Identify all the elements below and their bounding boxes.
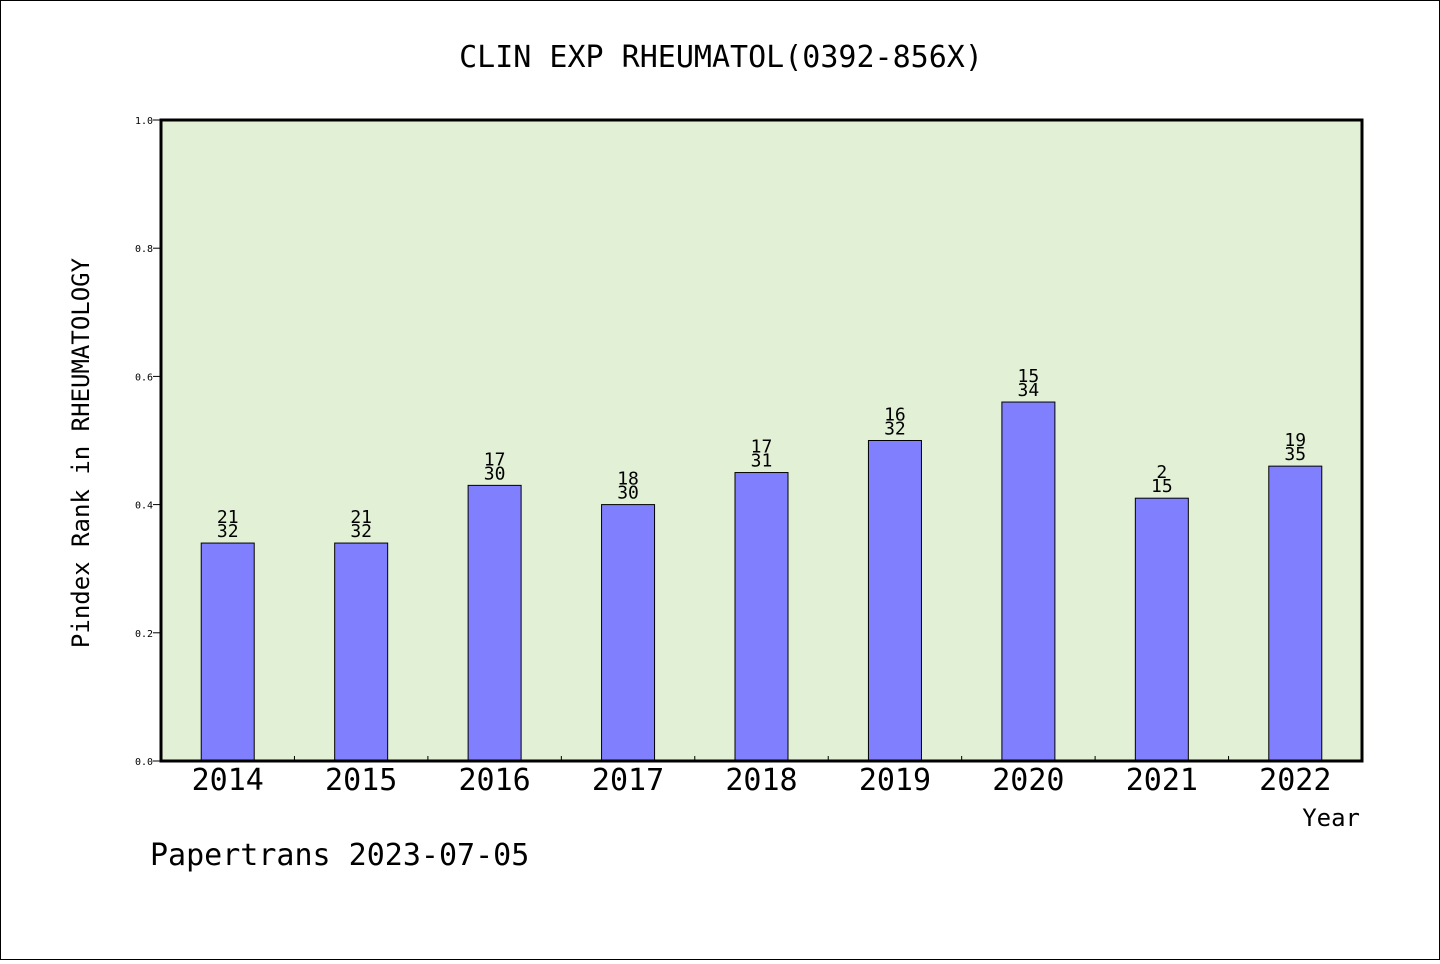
bar	[1001, 401, 1056, 762]
x-axis: 2014 2015 2016 2017 2018 2019 2020 2021 2022	[192, 756, 1331, 798]
bar-total-label: 15	[1151, 476, 1173, 497]
y-tick-label: 0.0	[135, 757, 153, 768]
chart-title: CLIN EXP RHEUMATOL(0392-856X)	[459, 40, 983, 75]
x-tick-label: 2016	[458, 763, 530, 798]
footer-text: Papertrans 2023-07-05	[150, 838, 529, 873]
bar-total-label: 32	[217, 521, 239, 542]
bar	[467, 484, 522, 762]
y-tick-label: 0.6	[135, 372, 153, 383]
x-tick-label: 2022	[1259, 763, 1331, 798]
bar	[734, 472, 789, 762]
bar-total-label: 30	[617, 483, 639, 504]
y-axis-label: Pindex Rank in RHEUMATOLOGY	[67, 257, 95, 648]
bar-total-label: 35	[1284, 444, 1306, 465]
bar-total-label: 30	[484, 463, 506, 484]
bar-total-label: 32	[884, 419, 906, 440]
x-axis-label: Year	[1302, 804, 1360, 832]
plot-border	[159, 118, 1364, 763]
bar-rank-label: 2	[1156, 462, 1167, 483]
bar	[601, 504, 656, 762]
bar-total-label: 34	[1018, 380, 1040, 401]
x-tick-label: 2014	[192, 763, 264, 798]
y-tick-label: 1.0	[135, 116, 153, 127]
bar-rank-label: 18	[617, 469, 639, 490]
bar	[867, 440, 922, 762]
bar-rank-label: 19	[1284, 430, 1306, 451]
x-tick-label: 2015	[325, 763, 397, 798]
bar	[1134, 497, 1189, 762]
y-tick-label: 0.8	[135, 244, 153, 255]
y-tick-label: 0.2	[135, 629, 153, 640]
x-tick-label: 2017	[592, 763, 664, 798]
x-tick-label: 2020	[992, 763, 1064, 798]
bar	[1268, 465, 1323, 762]
x-tick-label: 2019	[859, 763, 931, 798]
bar-rank-label: 16	[884, 405, 906, 426]
x-tick-label: 2018	[725, 763, 797, 798]
bar-total-label: 32	[350, 521, 372, 542]
bar-rank-label: 21	[350, 507, 372, 528]
bar	[334, 542, 389, 762]
y-axis: 0.0 0.2 0.4 0.6 0.8 1.0	[135, 116, 161, 768]
bar-rank-label: 21	[217, 507, 239, 528]
bar	[200, 542, 255, 762]
bar-rank-label: 17	[484, 449, 506, 470]
bar-rank-label: 15	[1018, 366, 1040, 387]
x-tick-label: 2021	[1126, 763, 1198, 798]
bar-total-label: 31	[751, 451, 773, 472]
y-tick-label: 0.4	[135, 501, 153, 512]
bar-rank-label: 17	[751, 437, 773, 458]
